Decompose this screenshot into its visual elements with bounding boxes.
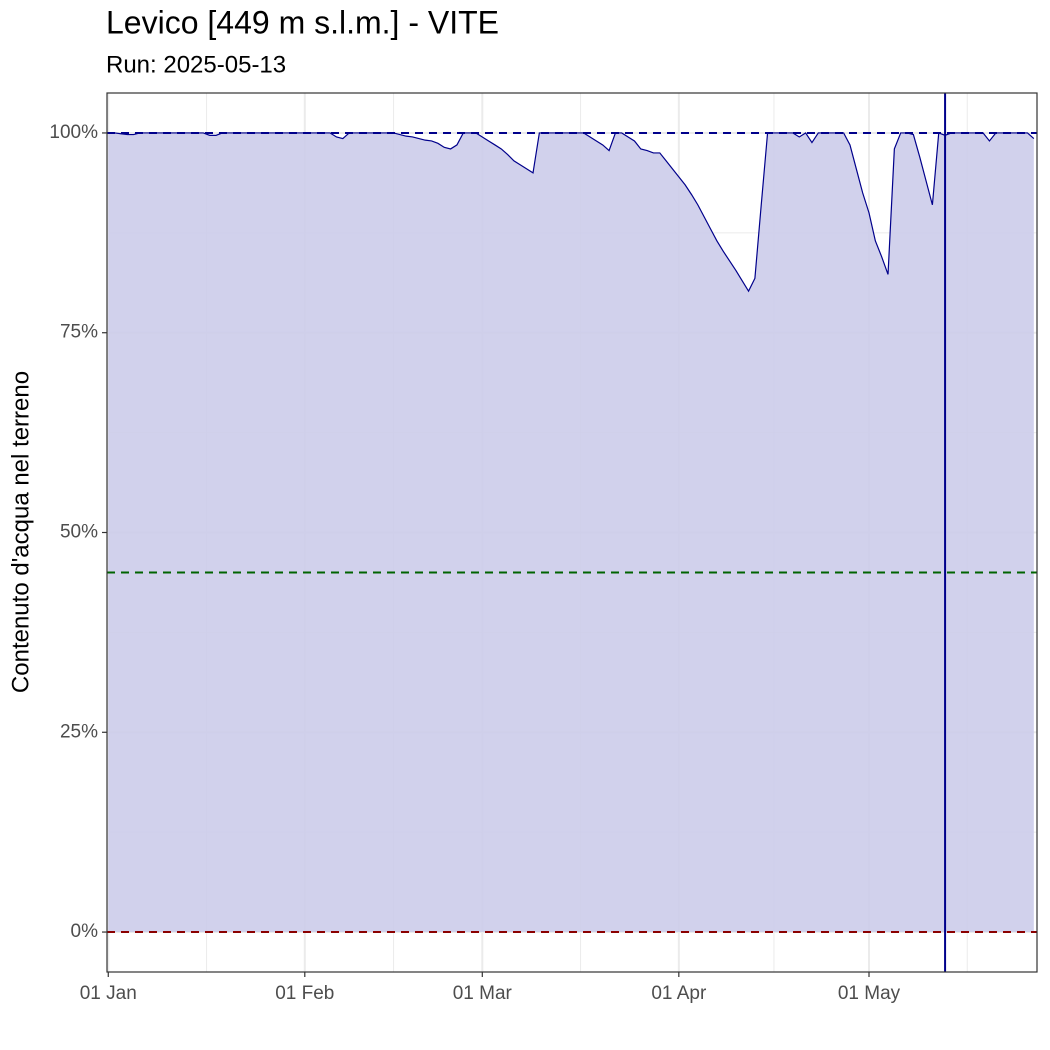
chart-subtitle: Run: 2025-05-13 [106, 51, 286, 78]
x-tick-label: 01 Jan [80, 983, 137, 1004]
x-tick-label: 01 Feb [275, 983, 334, 1004]
line [108, 132, 1035, 293]
y-tick-label: 100% [49, 122, 98, 143]
x-tick-label: 01 May [838, 983, 901, 1004]
y-axis-label: Contenuto d'acqua nel terreno [7, 371, 34, 693]
x-tick-label: 01 Apr [651, 983, 707, 1004]
area [108, 132, 1034, 933]
x-tick-label: 01 Mar [453, 983, 513, 1004]
chart-title: Levico [449 m s.l.m.] - VITE [106, 4, 499, 40]
y-tick-label: 75% [60, 322, 98, 343]
y-tick-label: 0% [71, 921, 99, 942]
y-tick-label: 25% [60, 721, 98, 742]
y-tick-label: 50% [60, 522, 98, 543]
